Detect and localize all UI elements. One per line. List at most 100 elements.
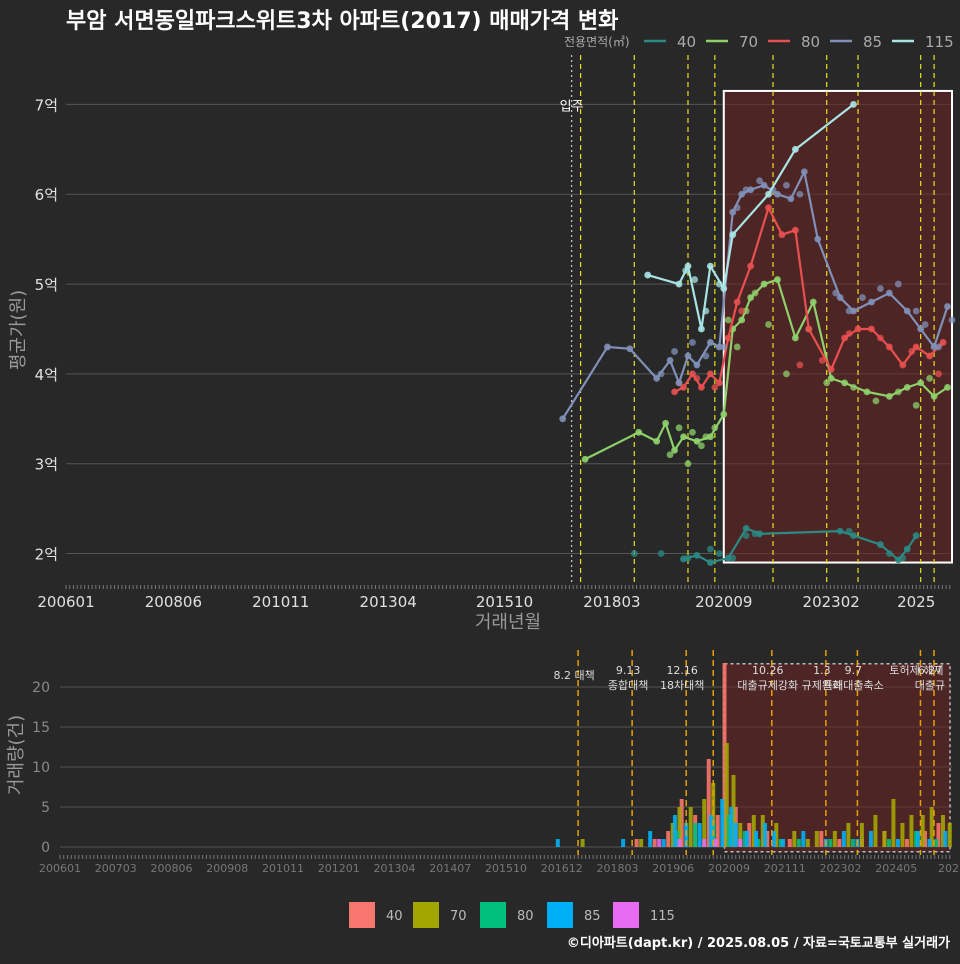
y-tick-label: 7억	[35, 96, 58, 114]
data-point-85	[706, 339, 714, 346]
scatter-point-70	[733, 343, 741, 351]
vol-bar-115	[738, 839, 743, 847]
data-point-70	[903, 383, 911, 391]
scatter-point-40	[751, 530, 759, 538]
data-point-80	[805, 325, 813, 333]
vol-x-tick-label: 200601	[39, 862, 81, 875]
data-point-40	[742, 525, 750, 532]
data-point-85	[814, 235, 822, 243]
scatter-point-40	[742, 532, 750, 539]
scatter-point-70	[912, 401, 920, 409]
x-tick-label: 200806	[145, 593, 202, 611]
vol-x-tick-label: 201201	[318, 862, 360, 875]
data-point-85	[868, 298, 875, 306]
data-point-40	[903, 545, 911, 553]
scatter-point-80	[935, 370, 942, 378]
vol-bar-70	[805, 839, 810, 847]
y-tick-label: 5억	[35, 276, 58, 294]
highlight-region	[722, 89, 954, 564]
data-point-85	[800, 168, 808, 176]
vol-x-tick-label: 201612	[541, 862, 583, 875]
footer-credit: ©디아파트(dapt.kr) / 2025.08.05 / 자료=국토교통부 실…	[567, 935, 950, 951]
scatter-point-80	[877, 334, 884, 342]
x-tick-label: 201011	[252, 593, 309, 611]
vol-bar-85	[916, 831, 921, 847]
vol-bar-70	[920, 815, 925, 847]
data-point-85	[738, 190, 746, 198]
scatter-point-40	[845, 527, 853, 535]
scatter-point-85	[845, 307, 853, 315]
vol-bar-40	[936, 823, 941, 847]
scatter-point-115	[682, 267, 690, 274]
scatter-point-70	[926, 374, 934, 382]
data-point-85	[626, 345, 634, 353]
data-point-85	[944, 303, 951, 310]
volume-plot: 0 5 10 15 20 8.2 대책 9.13 종합대책 12.16 18차대책 10.26 대출규…	[6, 650, 960, 875]
vol-bar-85	[648, 831, 653, 847]
scatter-point-80	[738, 307, 746, 315]
scatter-point-40	[885, 550, 893, 557]
data-point-80	[899, 361, 907, 369]
scatter-point-40	[715, 550, 723, 557]
scatter-point-40	[706, 545, 714, 553]
policy-annotation-label: 대출규	[915, 679, 945, 692]
vol-bar-70	[702, 799, 707, 847]
data-point-80	[926, 352, 934, 360]
data-point-70	[760, 280, 768, 288]
data-point-85	[760, 181, 768, 189]
vol-x-tick-label: 202009	[708, 862, 750, 875]
scatter-point-70	[783, 370, 790, 378]
scatter-point-40	[657, 550, 665, 557]
x-tick-label: 200601	[37, 593, 94, 611]
scatter-point-85	[894, 280, 902, 288]
series-line-115	[647, 103, 855, 331]
data-point-80	[912, 343, 920, 351]
data-point-40	[877, 541, 884, 548]
bottom-legend-swatch-80	[480, 902, 506, 928]
vol-bar-40	[837, 839, 842, 847]
vol-bar-70	[724, 743, 729, 847]
vol-y-tick-label: 10	[32, 760, 50, 776]
data-point-80	[689, 370, 696, 378]
vol-bar-40	[634, 839, 639, 847]
data-point-80	[791, 226, 799, 234]
data-point-85	[836, 294, 844, 301]
data-point-40	[706, 559, 714, 566]
data-point-85	[653, 374, 661, 382]
vol-x-tick-label: 201304	[374, 862, 416, 875]
data-point-80	[885, 343, 893, 351]
top-legend-label-115: 115	[925, 33, 954, 51]
vol-bar-70	[774, 823, 779, 847]
scatter-point-85	[935, 343, 942, 351]
vol-bar-70	[882, 831, 887, 847]
data-point-80	[747, 262, 755, 270]
x-tick-label: 2025	[897, 593, 935, 611]
top-legend: 전용면적(㎡) 40 70 80 85 115	[564, 33, 954, 51]
vol-bar-80	[828, 839, 833, 847]
scatter-point-80	[908, 348, 916, 355]
vol-bar-115	[677, 839, 682, 847]
vol-bar-40	[722, 663, 727, 847]
data-point-115	[675, 280, 683, 288]
vol-bar-70	[677, 807, 682, 847]
vol-bar-85	[801, 831, 806, 847]
vol-bar-80	[742, 831, 747, 847]
scatter-point-70	[724, 316, 732, 324]
x-tick-label: 201803	[583, 593, 640, 611]
vol-bar-70	[947, 823, 952, 847]
x-tick-label: 201510	[476, 593, 533, 611]
data-point-85	[917, 325, 925, 333]
data-point-115	[706, 262, 714, 270]
data-point-70	[581, 455, 589, 463]
top-legend-label-85: 85	[863, 33, 882, 51]
data-point-80	[680, 383, 687, 391]
vol-y-tick-label: 5	[41, 800, 50, 816]
vol-bar-85	[729, 807, 734, 847]
scatter-point-40	[729, 554, 737, 562]
scatter-point-40	[630, 550, 638, 557]
scatter-point-85	[783, 181, 790, 189]
data-point-80	[733, 298, 741, 306]
scatter-point-70	[702, 433, 710, 441]
vol-bar-80	[796, 839, 801, 847]
vol-bar-85	[868, 831, 873, 847]
